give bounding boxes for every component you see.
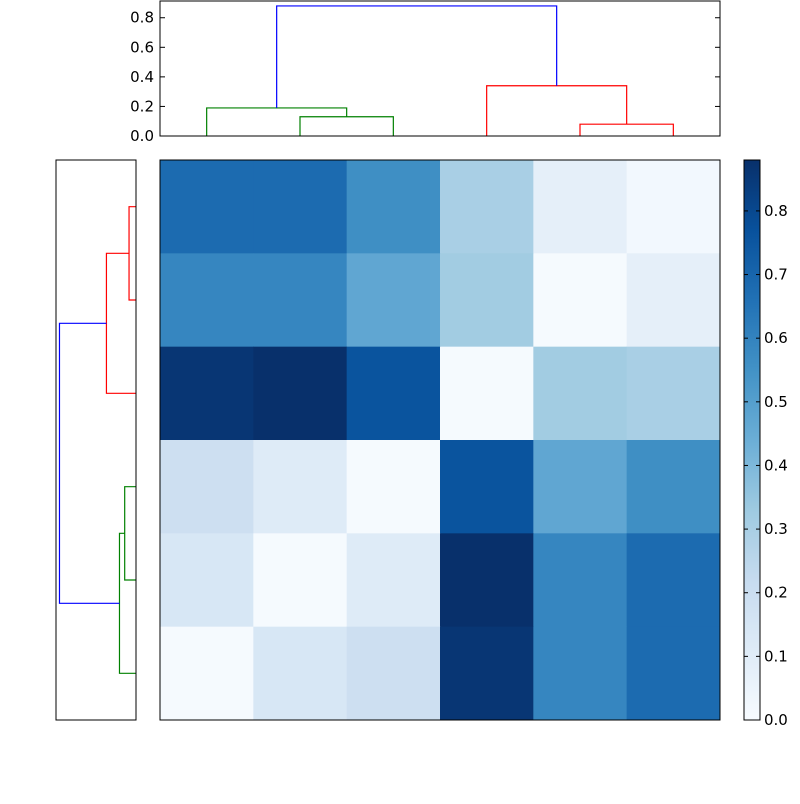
dendrogram-link [105,252,136,394]
colorbar-tick-label: 0.7 [764,266,788,284]
left-dendrogram [55,159,137,721]
heatmap-cell [160,533,254,628]
heatmap-cell [440,626,534,721]
heatmap-cell [346,440,441,534]
heatmap-cell [253,346,348,441]
y-tick-label: 0.6 [130,38,154,56]
colorbar: 0.0 0.1 0.2 0.3 0.4 0.5 0.6 0.7 0.8 [743,159,788,729]
heatmap-cell [346,160,441,254]
colorbar-tick-label: 0.6 [764,329,788,347]
colorbar-tick-label: 0.4 [764,456,788,474]
dendrogram-link [58,322,120,604]
left-dendrogram-frame [55,159,137,721]
colorbar-tick-label: 0.3 [764,520,788,538]
colorbar-gradient [743,159,761,721]
colorbar-tick-label: 0.2 [764,584,788,602]
dendrogram-link [276,5,558,108]
heatmap-cell [160,440,254,534]
colorbar-tick-label: 0.8 [764,202,788,220]
colorbar-tick-label: 0.5 [764,393,788,411]
heatmap-cell [346,253,441,348]
dendrogram-link [128,206,136,301]
heatmap-cell [346,533,441,628]
dendrogram-link [124,486,136,581]
heatmap-cell [253,160,348,254]
heatmap-cell [346,346,441,441]
dendrogram-link [299,116,394,136]
heatmap-cell [440,253,534,348]
heatmap-cell [253,440,348,534]
heatmap-cell [626,346,721,441]
y-tick-label: 0.2 [130,97,154,115]
heatmap-cell [626,440,721,534]
heatmap-cell [253,253,348,348]
heatmap-cell [253,626,348,721]
heatmap-cell [533,346,628,441]
y-tick-label: 0.8 [130,9,154,27]
heatmap-cell [533,440,628,534]
heatmap-cell [626,253,721,348]
heatmap-cell [533,533,628,628]
heatmap-cell [253,533,348,628]
heatmap-cell [533,626,628,721]
top-dendrogram: 0.0 0.2 0.4 0.6 0.8 [130,0,721,145]
heatmap-cell [440,440,534,534]
heatmap-cell [626,533,721,628]
heatmap-cell [440,346,534,441]
y-tick-label: 0.0 [130,127,154,145]
heatmap-cell [533,253,628,348]
heatmap-cell [160,346,254,441]
heatmap-cell [346,626,441,721]
heatmap-cell [440,533,534,628]
dendrogram-link [486,85,628,136]
heatmap [159,159,721,721]
dendrogram-link [579,123,674,136]
y-tick-label: 0.4 [130,68,154,86]
colorbar-tick-label: 0.0 [764,711,788,729]
heatmap-cell [160,160,254,254]
heatmap-cell [160,626,254,721]
heatmap-cell [533,160,628,254]
top-dendrogram-frame [159,0,721,137]
heatmap-frame [159,159,721,721]
dendrogram-link [206,107,348,136]
heatmap-cell [626,626,721,721]
dendrogram-link [118,532,136,674]
heatmap-cell [160,253,254,348]
heatmap-cell [440,160,534,254]
heatmap-cell [626,160,721,254]
colorbar-tick-label: 0.1 [764,647,788,665]
